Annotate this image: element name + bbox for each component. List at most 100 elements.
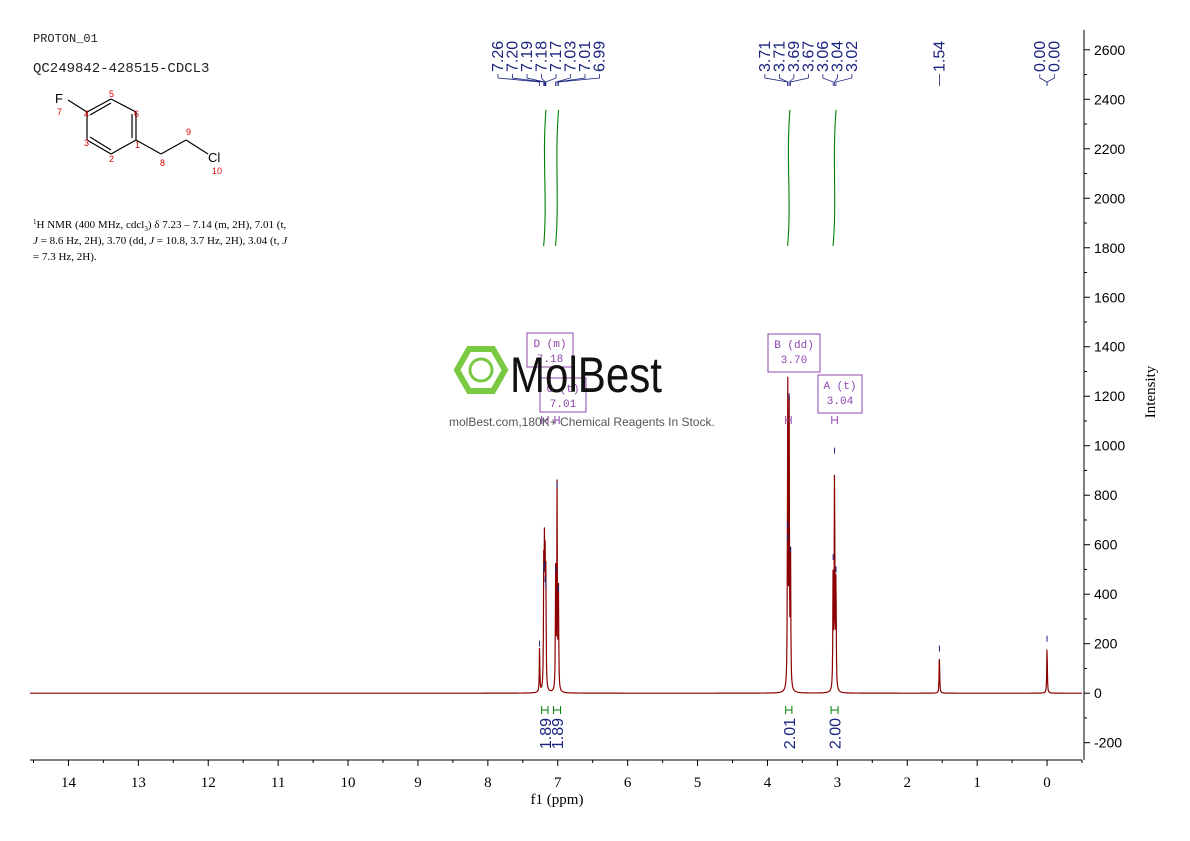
peak-label: 3.69	[786, 41, 803, 72]
locant-3: 3	[84, 138, 89, 148]
integral-value: 1.89	[550, 718, 567, 749]
multiplet-box	[817, 374, 863, 414]
peak-label: 0.00	[1046, 41, 1063, 72]
peak-leader-line	[497, 74, 540, 86]
peak-label: 6.99	[591, 41, 608, 72]
y-tick-label: 1800	[1094, 240, 1125, 256]
integral-curve	[832, 109, 837, 247]
y-tick-label: 1200	[1094, 388, 1125, 404]
locant-5: 5	[109, 89, 114, 99]
peak-leader-line	[835, 74, 853, 86]
peak-label: 1.54	[931, 41, 948, 72]
peak-label: 7.01	[577, 41, 594, 72]
y-tick-label: 600	[1094, 537, 1118, 553]
x-tick-label: 12	[201, 775, 216, 791]
x-tick-label: 5	[694, 775, 702, 791]
peak-leader-line	[526, 74, 545, 86]
x-tick-label: 13	[131, 775, 146, 791]
peak-leader-line	[1046, 74, 1055, 86]
y-tick-label: 1000	[1094, 438, 1125, 454]
multiplet-shift: 7.18	[537, 354, 563, 366]
integral-value: 2.00	[828, 718, 845, 749]
y-tick-label: 2600	[1094, 42, 1125, 58]
locant-4: 4	[84, 109, 89, 119]
peak-leader-line	[558, 74, 600, 86]
x-tick-label: 9	[414, 775, 422, 791]
peak-leader-line	[541, 74, 546, 86]
sample-title: QC249842-428515-CDCL3	[33, 61, 209, 77]
peak-label: 0.00	[1032, 41, 1049, 72]
peak-leader-line	[545, 74, 557, 86]
peak-label: 7.19	[519, 41, 536, 72]
svg-text:1H NMR (400 MHz, cdcl3) δ 7.23: 1H NMR (400 MHz, cdcl3) δ 7.23 – 7.14 (m…	[33, 218, 287, 233]
peak-leader-line	[1039, 74, 1048, 86]
peak-leader-line	[555, 74, 571, 86]
y-tick-label: 0	[1094, 685, 1102, 701]
atom-f-symbol: F	[55, 91, 63, 106]
peak-label: 7.20	[504, 41, 521, 72]
nmr-summary: 1H NMR (400 MHz, cdcl3) δ 7.23 – 7.14 (m…	[33, 218, 288, 263]
multiplet-shift: 7.01	[550, 399, 577, 411]
multiplet-annotation: C (t) 7.01	[539, 377, 587, 424]
y-tick-label: 2200	[1094, 141, 1125, 157]
experiment-title: PROTON_01	[33, 32, 98, 46]
peak-leader-line	[822, 74, 834, 86]
multiplet-label: C (t)	[546, 384, 579, 396]
x-tick-label: 2	[903, 775, 911, 791]
integral-curve	[555, 109, 560, 247]
x-tick-label: 1	[973, 775, 981, 791]
peak-label: 7.26	[490, 41, 507, 72]
integral-value: 1.89	[538, 718, 555, 749]
peak-label: 3.06	[815, 41, 832, 72]
peak-label: 3.04	[829, 41, 846, 72]
svg-text:= 7.3 Hz, 2H).: = 7.3 Hz, 2H).	[33, 251, 97, 263]
multiplet-annotation: A (t) 3.04	[817, 374, 863, 424]
peak-label-group: 0.000.00	[1032, 41, 1063, 86]
x-tick-label: 11	[271, 775, 285, 791]
atom-cl-number: 10	[212, 166, 222, 176]
atom-f-number: 7	[57, 107, 62, 117]
y-tick-label: 800	[1094, 487, 1118, 503]
svg-text:J = 8.6 Hz, 2H), 3.70 (dd, J =: J = 8.6 Hz, 2H), 3.70 (dd, J = 10.8, 3.7…	[33, 235, 288, 247]
y-tick-label: 200	[1094, 636, 1118, 652]
locant-2: 2	[109, 154, 114, 164]
peak-leader-line	[778, 74, 789, 86]
multiplet-shift: 3.70	[781, 355, 807, 367]
x-tick-label: 8	[484, 775, 492, 791]
peak-leader-line	[556, 74, 586, 86]
peak-label: 3.67	[800, 41, 817, 72]
multiplet-box	[539, 377, 587, 413]
locant-1: 1	[135, 140, 140, 150]
integral-value: 2.01	[782, 718, 799, 749]
peak-label-group: 1.54	[931, 41, 948, 86]
watermark-tagline: molBest.com,180K+ Chemical Reagents In S…	[449, 415, 715, 429]
integral-curve	[787, 109, 791, 247]
x-tick-label: 3	[834, 775, 842, 791]
multiplet-label: B (dd)	[774, 340, 814, 352]
multiplet-box	[767, 333, 821, 373]
peak-leader-line	[834, 74, 838, 86]
peak-label: 7.17	[548, 41, 565, 72]
y-axis-title: Intensity	[1143, 365, 1159, 418]
locant-8: 8	[160, 158, 165, 168]
multiplet-annotation: B (dd) 3.70	[767, 333, 821, 424]
atom-cl-symbol: Cl	[208, 150, 220, 165]
y-tick-label: 2400	[1094, 91, 1125, 107]
peak-label: 7.18	[533, 41, 550, 72]
locant-6: 6	[134, 109, 139, 119]
peak-leader-line	[512, 74, 545, 86]
peak-label: 3.02	[844, 41, 861, 72]
peak-label: 3.71	[757, 41, 774, 72]
spectrum-trace	[30, 376, 1082, 694]
y-tick-label: 1600	[1094, 289, 1125, 305]
x-tick-label: 10	[341, 775, 356, 791]
multiplet-label: A (t)	[823, 381, 856, 393]
y-tick-label: -200	[1094, 735, 1122, 751]
watermark: MolBest molBest.com,180K+ Chemical Reage…	[449, 346, 715, 429]
benzene-logo-icon	[453, 346, 509, 394]
y-tick-label: 400	[1094, 586, 1118, 602]
multiplet-shift: 3.04	[827, 396, 854, 408]
molecule-structure	[67, 98, 209, 155]
y-tick-label: 1400	[1094, 339, 1125, 355]
